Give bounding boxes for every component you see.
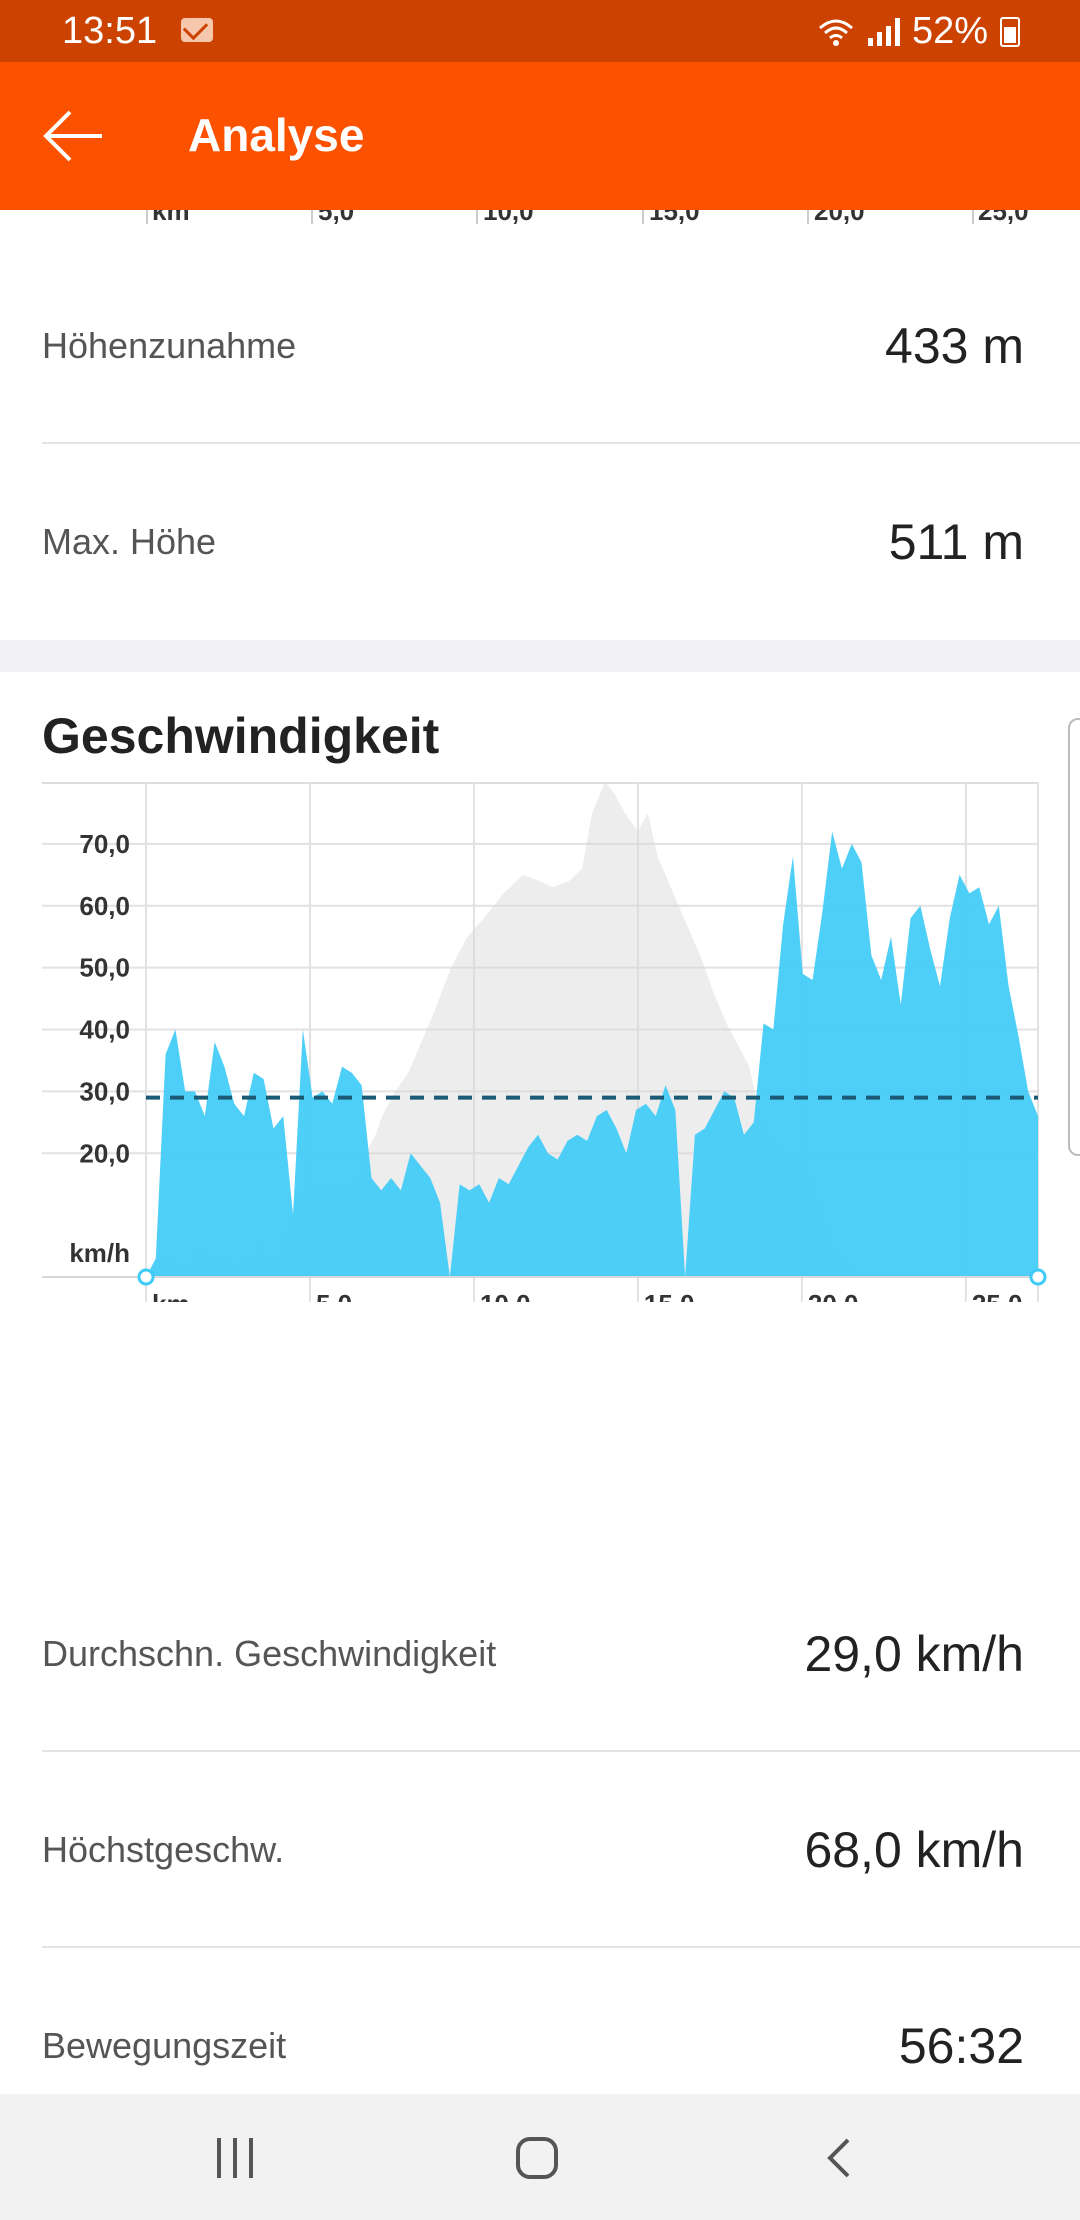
stat-value: 56:32	[898, 2018, 1024, 2074]
stat-row-max-speed: Höchstgeschw. 68,0 km/h	[42, 1752, 1080, 1948]
range-handle-start	[137, 1268, 155, 1286]
divider	[42, 1946, 1080, 1948]
speed-area	[146, 831, 1038, 1277]
axis-label: 25,0	[978, 210, 1029, 226]
x-tick-label: 5,0	[316, 1289, 352, 1302]
mail-icon	[181, 18, 213, 42]
divider	[42, 442, 1080, 444]
page-title: Analyse	[188, 109, 365, 161]
axis-tick	[146, 210, 148, 224]
axis-tick	[476, 210, 478, 224]
wifi-icon	[818, 19, 853, 46]
elevation-axis-strip: km 5,0 10,0 15,0 20,0 25,0	[0, 210, 1080, 230]
axis-tick	[972, 210, 974, 224]
axis-label: 10,0	[483, 210, 534, 226]
stat-label: Bewegungszeit	[42, 2025, 287, 2066]
y-tick-label: 30,0	[79, 1076, 130, 1106]
home-icon[interactable]	[507, 2128, 567, 2188]
y-tick-label: 60,0	[79, 891, 130, 921]
signal-icon	[867, 17, 900, 46]
axis-label: 20,0	[814, 210, 865, 226]
y-axis-label: km/h	[69, 1238, 130, 1268]
back-nav-icon[interactable]	[810, 2128, 870, 2188]
x-tick-label: 25,0	[972, 1289, 1023, 1302]
stat-value: 29,0 km/h	[804, 1626, 1024, 1682]
status-right: 52%	[816, 10, 1020, 53]
range-handle-end	[1029, 1268, 1047, 1286]
stat-value: 511 m	[888, 514, 1024, 570]
system-nav-bar	[0, 2094, 1080, 2220]
stat-row-avg-speed: Durchschn. Geschwindigkeit 29,0 km/h	[42, 1556, 1080, 1752]
stat-row-moving-time: Bewegungszeit 56:32	[42, 1948, 1080, 2094]
axis-label: 5,0	[318, 210, 355, 226]
side-panel-handle[interactable]	[1068, 718, 1080, 1156]
y-tick-label: 70,0	[79, 829, 130, 859]
stat-row-elevation-gain: Höhenzunahme 433 m	[42, 248, 1080, 444]
axis-tick	[807, 210, 809, 224]
x-tick-label: 10,0	[480, 1289, 531, 1302]
axis-tick	[642, 210, 644, 224]
stat-label: Durchschn. Geschwindigkeit	[42, 1633, 497, 1674]
axis-label: 15,0	[649, 210, 700, 226]
x-tick-label: km	[152, 1289, 190, 1302]
speed-section-title: Geschwindigkeit	[42, 708, 440, 764]
status-bar: 13:51 52%	[0, 0, 1080, 62]
x-tick-label: 20,0	[808, 1289, 859, 1302]
x-tick-label: 15,0	[644, 1289, 695, 1302]
divider	[42, 1750, 1080, 1752]
section-separator	[0, 640, 1080, 672]
stat-row-max-elevation: Max. Höhe 511 m	[42, 444, 1080, 640]
elevation-area	[146, 782, 1038, 1277]
y-tick-label: 50,0	[79, 953, 130, 983]
stat-label: Höchstgeschw.	[42, 1829, 285, 1870]
battery-percent: 52%	[911, 10, 988, 52]
analysis-content[interactable]: km 5,0 10,0 15,0 20,0 25,0 Höhenzunahme …	[0, 210, 1080, 2094]
battery-icon	[1000, 16, 1020, 47]
app-bar: Analyse	[0, 62, 1080, 210]
stat-label: Max. Höhe	[42, 521, 217, 562]
axis-tick	[311, 210, 313, 224]
stat-label: Höhenzunahme	[42, 325, 297, 366]
y-tick-label: 40,0	[79, 1015, 130, 1045]
axis-label: km	[152, 210, 190, 226]
y-tick-label: 20,0	[79, 1138, 130, 1168]
stat-value: 68,0 km/h	[804, 1822, 1024, 1878]
recent-apps-icon[interactable]	[205, 2128, 265, 2188]
status-time: 13:51	[62, 10, 158, 52]
speed-chart[interactable]: 20,0 30,0 40,0 50,0 60,0 70,0 km/h km 5,0 10,0 15,…	[0, 782, 1080, 1302]
arrow-left-icon[interactable]	[42, 106, 104, 166]
stat-value: 433 m	[885, 318, 1024, 374]
